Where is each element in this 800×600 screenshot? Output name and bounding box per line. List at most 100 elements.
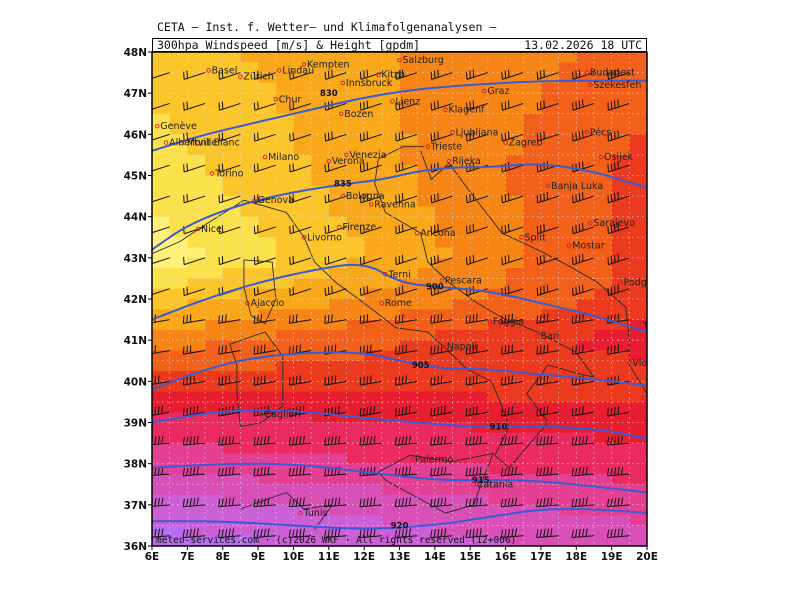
speed-cell <box>523 329 542 341</box>
speed-cell <box>240 216 259 228</box>
speed-cell <box>205 453 224 465</box>
speed-cell <box>470 103 489 115</box>
speed-cell <box>381 227 401 238</box>
speed-cell <box>594 52 613 63</box>
speed-cell <box>222 463 241 475</box>
speed-cell <box>258 319 277 331</box>
speed-cell <box>629 463 647 475</box>
speed-cell <box>452 278 471 290</box>
speed-cell <box>399 319 418 331</box>
speed-cell <box>594 124 613 135</box>
speed-cell <box>611 319 630 331</box>
speed-cell <box>434 288 454 300</box>
wind-barb <box>253 163 276 173</box>
speed-cell <box>205 329 224 341</box>
speed-cell <box>364 196 383 207</box>
wind-barb <box>572 222 595 235</box>
speed-cell <box>293 237 312 249</box>
speed-cell <box>452 350 471 362</box>
speed-cell <box>364 62 383 74</box>
wind-barb <box>152 405 170 416</box>
speed-cell <box>611 494 630 506</box>
speed-cell <box>452 82 471 94</box>
speed-cell <box>311 237 330 249</box>
speed-cell <box>576 288 595 300</box>
speed-cell <box>505 196 524 207</box>
city-label: Pécs <box>590 127 611 138</box>
speed-cell <box>187 535 206 546</box>
speed-cell <box>399 247 418 259</box>
speed-cell <box>399 371 418 382</box>
wind-barb <box>465 406 488 417</box>
speed-cell <box>346 309 365 321</box>
speed-cell <box>205 93 224 105</box>
speed-cell <box>452 93 471 105</box>
wind-barb <box>572 191 595 204</box>
speed-cell <box>152 474 171 485</box>
city-marker <box>390 99 395 104</box>
speed-cell <box>275 309 295 321</box>
speed-cell <box>558 412 577 424</box>
speed-cell <box>258 463 277 475</box>
city-label: Chur <box>279 94 302 105</box>
speed-cell <box>540 216 560 228</box>
speed-cell <box>399 360 418 372</box>
wind-barb <box>607 191 630 204</box>
speed-cell <box>258 371 277 382</box>
speed-cell <box>328 525 348 537</box>
speed-cell <box>487 134 507 146</box>
contour-label: 835 <box>334 180 352 190</box>
wind-barb <box>253 101 276 111</box>
speed-cell <box>505 504 524 516</box>
speed-cell <box>187 82 206 94</box>
speed-cell <box>169 299 188 310</box>
speed-cell <box>505 329 524 341</box>
speed-cell <box>275 432 295 444</box>
speed-cell <box>240 257 259 269</box>
speed-cell <box>240 206 259 218</box>
speed-cell <box>434 52 454 63</box>
wind-barb <box>430 223 453 235</box>
speed-cell <box>240 82 259 94</box>
speed-cell <box>594 206 613 218</box>
speed-cell <box>169 432 188 444</box>
speed-cell <box>311 175 330 187</box>
speed-cell <box>505 124 524 135</box>
speed-cell <box>222 247 241 259</box>
speed-cell <box>558 72 577 84</box>
speed-cell <box>434 196 454 207</box>
speed-cell <box>487 443 507 454</box>
height-contour-915 <box>152 462 647 494</box>
speed-cell <box>240 113 259 125</box>
speed-cell <box>505 453 524 465</box>
speed-cell <box>611 401 630 413</box>
speed-cell <box>434 432 454 444</box>
speed-cell <box>629 237 647 249</box>
speed-cell <box>187 185 206 197</box>
speed-cell <box>364 484 383 496</box>
speed-cell <box>576 185 595 197</box>
speed-cell <box>381 484 401 496</box>
speed-cell <box>205 103 224 115</box>
city-marker <box>471 482 477 487</box>
speed-cell <box>381 72 401 84</box>
speed-cell <box>629 371 647 382</box>
city-marker <box>383 272 388 277</box>
speed-cell <box>346 113 365 125</box>
speed-cell <box>594 165 613 177</box>
city-marker <box>238 74 243 79</box>
speed-cell <box>381 113 401 125</box>
wind-barb <box>501 375 524 386</box>
speed-cell <box>505 175 524 187</box>
speed-cell <box>399 463 418 475</box>
speed-cell <box>169 319 188 331</box>
speed-cell <box>311 350 330 362</box>
wind-barb <box>183 163 206 173</box>
wind-barb <box>536 223 559 235</box>
speed-cell <box>311 288 330 300</box>
wind-barb <box>501 162 524 173</box>
speed-cell <box>293 463 312 475</box>
speed-cell <box>594 484 613 496</box>
speed-cell <box>205 247 224 259</box>
speed-cell <box>152 165 171 177</box>
